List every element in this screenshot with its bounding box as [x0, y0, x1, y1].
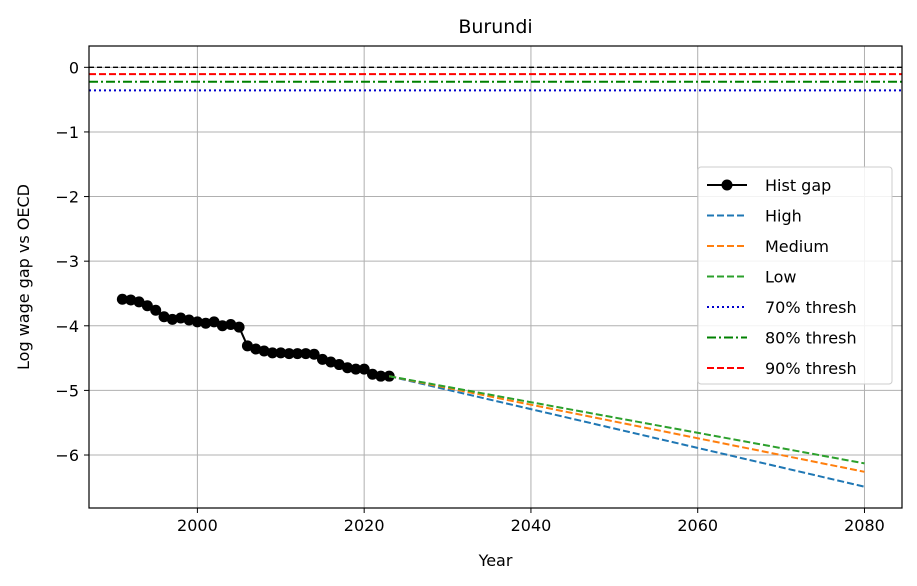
data-point — [225, 318, 237, 330]
data-point — [133, 296, 145, 308]
legend-label-90-thresh: 90% thresh — [765, 359, 857, 378]
plot-frame — [88, 45, 903, 509]
data-point — [158, 311, 170, 323]
data-point — [216, 320, 228, 332]
data-point — [250, 343, 262, 355]
legend: Hist gap High Medium Low 70% thresh 80% thres… — [697, 166, 893, 385]
data-point — [208, 316, 220, 328]
data-point — [367, 368, 379, 380]
data-point — [300, 348, 312, 360]
y-tick-label: −5 — [55, 381, 79, 400]
data-point — [341, 362, 353, 374]
plot-series — [89, 66, 902, 488]
data-point — [116, 293, 128, 305]
y-tick-label: −1 — [55, 123, 79, 142]
legend-label-hist-gap: Hist gap — [765, 176, 831, 195]
data-point — [350, 363, 362, 375]
y-tick-label: −4 — [55, 317, 79, 336]
data-point — [175, 312, 187, 324]
axis-ticks: 2000 2020 2040 2060 2080 0 −1 −2 −3 −4 −5 −6 — [55, 58, 884, 535]
data-point — [166, 313, 178, 325]
series-line-low — [389, 375, 865, 465]
y-tick-label: −3 — [55, 252, 79, 271]
legend-marker — [721, 179, 733, 191]
data-point — [358, 363, 370, 375]
x-tick-label: 2040 — [511, 516, 552, 535]
x-tick-label: 2080 — [844, 516, 885, 535]
data-point — [291, 348, 303, 360]
data-point — [200, 317, 212, 329]
legend-label-low: Low — [765, 268, 797, 287]
chart-title: Burundi — [458, 16, 532, 38]
legend-label-80-thresh: 80% thresh — [765, 329, 857, 348]
data-point — [333, 359, 345, 371]
legend-box — [697, 166, 893, 385]
y-tick-label: −6 — [55, 446, 79, 465]
data-point — [308, 348, 320, 360]
data-point — [233, 321, 245, 333]
x-tick-label: 2020 — [344, 516, 385, 535]
data-point — [150, 304, 162, 316]
data-point — [266, 347, 278, 359]
data-point — [383, 370, 395, 382]
data-point — [241, 340, 253, 352]
data-point — [375, 370, 387, 382]
data-point — [258, 345, 270, 357]
legend-label-medium: Medium — [765, 237, 829, 256]
data-point — [275, 347, 287, 359]
legend-label-70-thresh: 70% thresh — [765, 298, 857, 317]
y-axis-title: Log wage gap vs OECD — [14, 184, 33, 370]
y-tick-label: −2 — [55, 188, 79, 207]
data-point — [325, 356, 337, 368]
x-axis-title: Year — [478, 551, 513, 570]
data-point — [125, 294, 137, 306]
data-point — [316, 353, 328, 365]
data-point — [141, 300, 153, 312]
legend-label-high: High — [765, 207, 802, 226]
data-point — [283, 348, 295, 360]
series-line-medium — [389, 375, 865, 473]
x-tick-label: 2000 — [177, 516, 218, 535]
series-line-high — [388, 375, 865, 488]
y-tick-label: 0 — [69, 58, 79, 77]
data-point — [191, 316, 203, 328]
data-point — [183, 314, 195, 326]
x-tick-label: 2060 — [677, 516, 718, 535]
